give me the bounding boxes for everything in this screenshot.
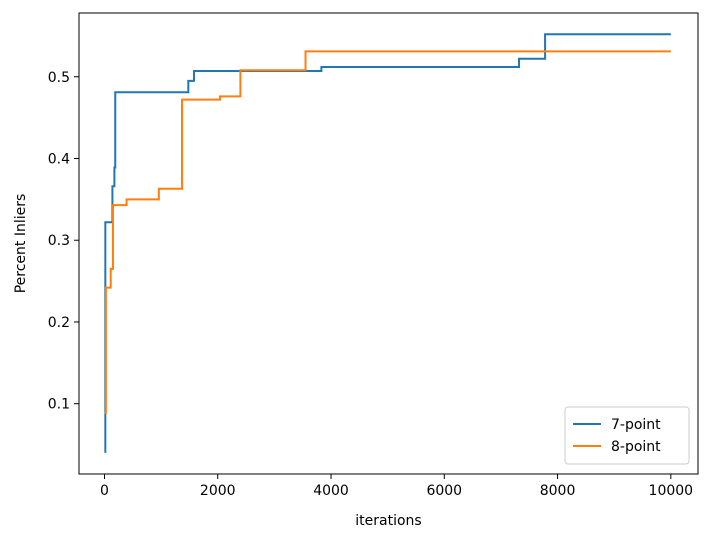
x-tick-label: 4000: [313, 483, 349, 499]
series-line-7-point: [104, 33, 671, 453]
legend-label-8-point: 8-point: [611, 439, 661, 455]
y-tick-label: 0.2: [48, 315, 70, 331]
series-layer: [104, 33, 671, 453]
legend-label-7-point: 7-point: [611, 417, 661, 433]
y-axis-label: Percent Inliers: [13, 194, 29, 294]
legend: 7-point 8-point: [564, 406, 690, 465]
x-axis-ticks: 0 2000 4000 6000 8000 10000: [100, 474, 693, 499]
x-tick-label: 10000: [649, 483, 694, 499]
x-tick-label: 2000: [200, 483, 236, 499]
x-axis-label: iterations: [355, 513, 421, 529]
x-tick-label: 8000: [540, 483, 576, 499]
series-line-8-point: [104, 50, 671, 414]
y-tick-label: 0.1: [48, 397, 70, 413]
y-tick-label: 0.3: [48, 233, 70, 249]
plot-frame: [78, 12, 699, 475]
y-tick-label: 0.5: [48, 70, 70, 86]
x-tick-label: 6000: [426, 483, 462, 499]
y-tick-label: 0.4: [48, 151, 70, 167]
legend-box: [564, 406, 690, 465]
y-axis-ticks: 0.1 0.2 0.3 0.4 0.5: [48, 70, 79, 413]
x-tick-label: 0: [100, 483, 109, 499]
